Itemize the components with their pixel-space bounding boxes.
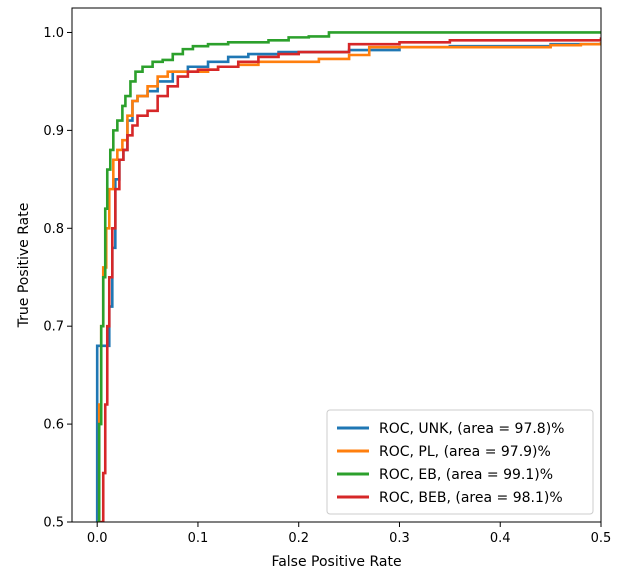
y-axis: 0.5 0.6 0.7 0.8 0.9 1.0 xyxy=(43,26,72,531)
y-tick-label: 0.6 xyxy=(43,418,64,433)
x-tick-label: 0.4 xyxy=(490,531,511,546)
x-tick-label: 0.5 xyxy=(591,531,612,546)
x-tick-label: 0.2 xyxy=(288,531,309,546)
series-line-3 xyxy=(97,31,601,522)
legend-entry-1: ROC, UNK, (area = 97.8)% xyxy=(379,421,564,437)
legend: ROC, UNK, (area = 97.8)% ROC, PL, (area =… xyxy=(326,409,594,515)
x-tick-label: 0.0 xyxy=(87,531,108,546)
axes-frame xyxy=(71,7,602,523)
y-tick-label: 0.9 xyxy=(43,124,64,139)
y-axis-label: True Positive Rate xyxy=(16,203,32,329)
y-tick-label: 1.0 xyxy=(43,26,64,41)
series-line-4 xyxy=(100,37,601,522)
y-tick-label: 0.5 xyxy=(43,516,64,531)
legend-box xyxy=(326,409,594,515)
legend-entry-3: ROC, EB, (area = 99.1)% xyxy=(379,467,553,483)
y-tick-label: 0.8 xyxy=(43,222,64,237)
legend-entry-4: ROC, BEB, (area = 98.1)% xyxy=(379,490,563,506)
series-line-2 xyxy=(97,42,601,522)
y-tick-label: 0.7 xyxy=(43,320,64,335)
x-tick-label: 0.1 xyxy=(188,531,209,546)
legend-entry-2: ROC, PL, (area = 97.9)% xyxy=(379,444,551,460)
series-layer xyxy=(95,31,601,522)
x-axis-label: False Positive Rate xyxy=(271,554,401,570)
x-axis: 0.0 0.1 0.2 0.3 0.4 0.5 xyxy=(87,522,611,546)
x-tick-label: 0.3 xyxy=(389,531,410,546)
